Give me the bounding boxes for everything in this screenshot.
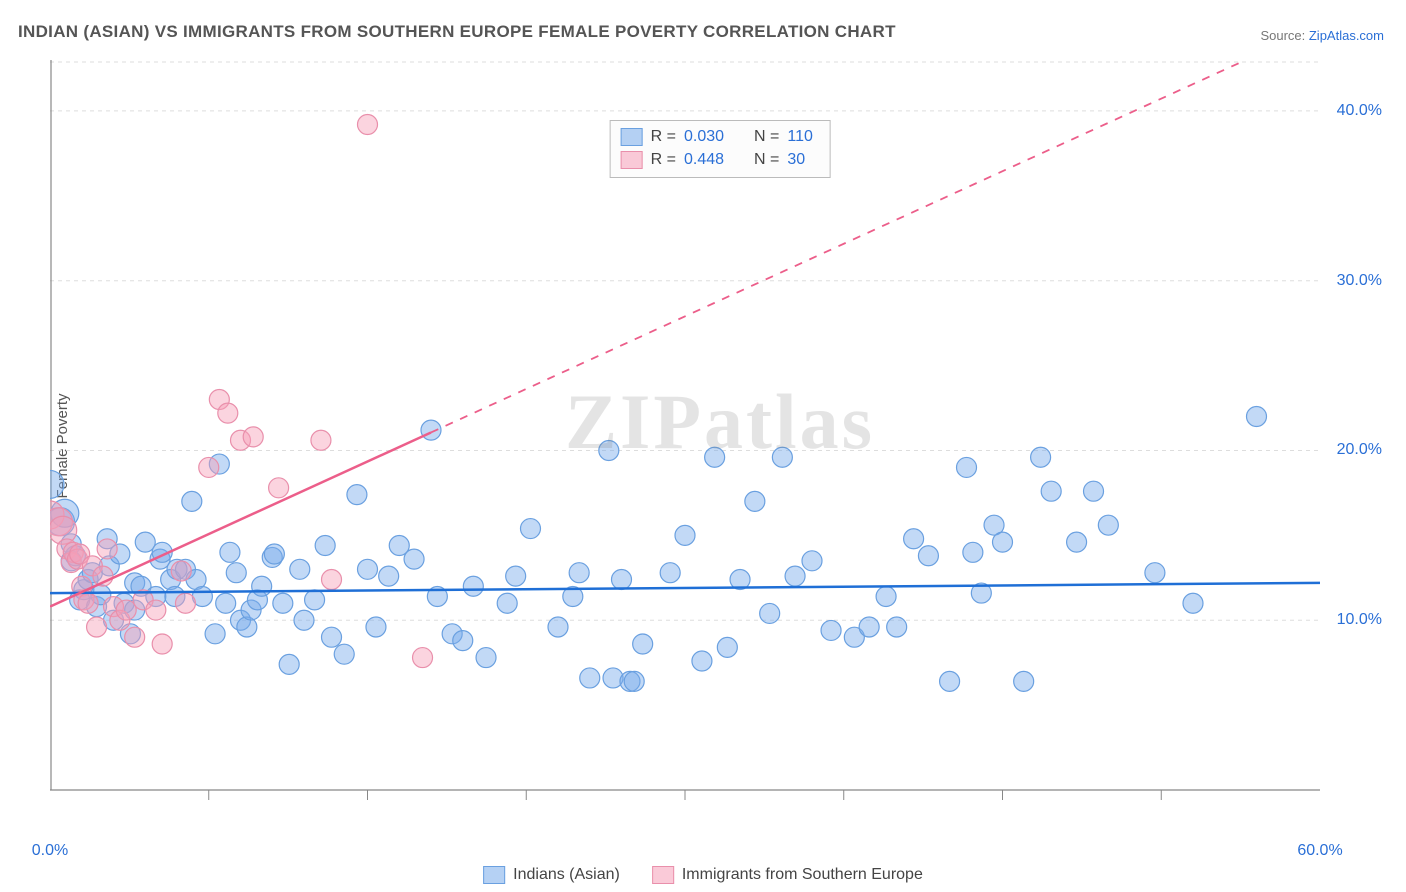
n-label: N =	[754, 148, 779, 171]
n-value: 30	[787, 148, 819, 171]
x-tick-label: 60.0%	[1297, 842, 1342, 860]
chart-title: INDIAN (ASIAN) VS IMMIGRANTS FROM SOUTHE…	[18, 22, 896, 42]
r-value: 0.448	[684, 148, 724, 171]
x-tick-label: 0.0%	[32, 842, 68, 860]
series-legend: Indians (Asian) Immigrants from Southern …	[483, 866, 923, 884]
legend-label: Indians (Asian)	[513, 866, 620, 884]
stats-legend: R = 0.030 N = 110 R = 0.448 N = 30	[610, 120, 831, 178]
source-attribution: Source: ZipAtlas.com	[1260, 28, 1384, 43]
source-link[interactable]: ZipAtlas.com	[1309, 28, 1384, 43]
y-tick-label: 10.0%	[1337, 611, 1382, 629]
stats-legend-row: R = 0.030 N = 110	[621, 125, 820, 148]
scatter-plot: ZIPatlas R = 0.030N = 110R = 0.448N = 30…	[50, 60, 1390, 830]
legend-swatch	[652, 866, 674, 884]
legend-item: Immigrants from Southern Europe	[652, 866, 923, 884]
legend-label: Immigrants from Southern Europe	[682, 866, 923, 884]
r-value: 0.030	[684, 125, 724, 148]
r-label: R =	[651, 125, 676, 148]
n-label: N =	[754, 125, 779, 148]
legend-item: Indians (Asian)	[483, 866, 620, 884]
stats-legend-row: R = 0.448 N = 30	[621, 148, 820, 171]
source-label: Source:	[1260, 28, 1308, 43]
y-tick-label: 40.0%	[1337, 102, 1382, 120]
y-tick-label: 20.0%	[1337, 441, 1382, 459]
r-label: R =	[651, 148, 676, 171]
y-tick-label: 30.0%	[1337, 272, 1382, 290]
legend-swatch	[483, 866, 505, 884]
n-value: 110	[787, 125, 819, 148]
legend-swatch	[621, 128, 643, 146]
legend-swatch	[621, 151, 643, 169]
